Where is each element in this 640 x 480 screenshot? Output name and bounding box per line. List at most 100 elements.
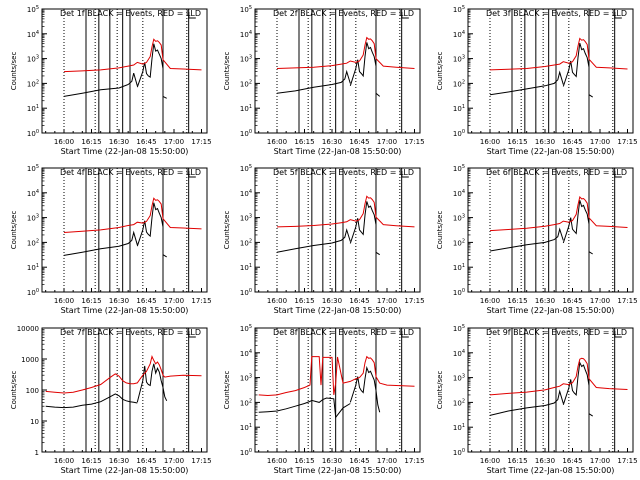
series-line-lld	[276, 195, 415, 228]
y-tick-label: 103	[453, 374, 465, 383]
x-tick-label: 16:00	[54, 297, 74, 305]
y-tick-label: 100	[240, 129, 252, 138]
y-tick-label: 105	[453, 164, 465, 173]
x-tick-label: 16:30	[109, 138, 129, 146]
chart-panel-4: Det 4f BLACK = Events, RED = LLDCounts/s…	[10, 164, 212, 315]
x-tick-label: 16:15	[294, 297, 314, 305]
series-line-lld	[45, 354, 202, 394]
series-line-events	[349, 365, 381, 413]
series-line-events	[258, 397, 351, 419]
series-line-lld	[489, 37, 628, 71]
y-tick-label: 102	[453, 79, 465, 88]
x-tick-label: 16:15	[507, 457, 527, 465]
y-tick-label: 103	[27, 214, 39, 223]
y-tick-label: 10000	[17, 325, 39, 333]
series-line-events	[136, 43, 164, 88]
series-line-events	[375, 92, 381, 97]
y-tick-label: 104	[240, 189, 252, 198]
series-line-events	[45, 393, 138, 409]
series-line-events	[276, 228, 351, 253]
x-tick-label: 16:00	[54, 457, 74, 465]
x-tick-label: 16:30	[535, 138, 555, 146]
y-axis-label: Counts/sec	[436, 371, 444, 410]
x-tick-label: 17:15	[617, 457, 637, 465]
x-tick-label: 16:15	[294, 457, 314, 465]
x-tick-label: 16:45	[562, 297, 582, 305]
y-tick-label: 100	[240, 448, 252, 457]
series-line-events	[136, 202, 164, 247]
x-axis-label: Start Time (22-Jan-08 15:50:00)	[274, 466, 402, 475]
y-tick-label: 105	[240, 164, 252, 173]
chart-panel-8: Det 8f BLACK = Events, RED = LLDCounts/s…	[223, 324, 425, 475]
series-line-events	[489, 389, 564, 416]
y-tick-label: 105	[27, 5, 39, 14]
x-tick-label: 16:15	[81, 457, 101, 465]
x-tick-label: 17:00	[590, 457, 610, 465]
x-tick-label: 16:45	[562, 457, 582, 465]
x-tick-label: 17:15	[191, 297, 211, 305]
x-tick-label: 16:30	[322, 457, 342, 465]
x-tick-label: 16:45	[562, 138, 582, 146]
plot-frame	[467, 327, 634, 453]
x-tick-label: 16:15	[507, 297, 527, 305]
x-tick-label: 16:15	[507, 138, 527, 146]
corner-bracket-mark	[614, 12, 622, 19]
x-tick-label: 16:00	[480, 297, 500, 305]
corner-bracket-mark	[401, 331, 409, 338]
x-tick-label: 16:00	[267, 457, 287, 465]
y-tick-label: 103	[453, 55, 465, 64]
y-tick-label: 102	[27, 79, 39, 88]
y-tick-label: 103	[240, 374, 252, 383]
y-axis-label: Counts/sec	[10, 211, 18, 250]
y-tick-label: 103	[453, 214, 465, 223]
x-tick-label: 16:00	[54, 138, 74, 146]
x-tick-label: 17:15	[404, 138, 424, 146]
y-tick-label: 10	[30, 418, 39, 426]
x-tick-label: 16:15	[81, 138, 101, 146]
x-tick-label: 16:45	[136, 138, 156, 146]
x-tick-label: 17:15	[404, 297, 424, 305]
x-tick-label: 16:30	[109, 457, 129, 465]
x-tick-label: 17:15	[191, 138, 211, 146]
x-tick-label: 16:30	[535, 297, 555, 305]
x-tick-label: 17:00	[377, 457, 397, 465]
y-axis-label: Counts/sec	[436, 211, 444, 250]
chart-panel-9: Det 9f BLACK = Events, RED = LLDCounts/s…	[436, 324, 638, 475]
y-tick-label: 105	[27, 164, 39, 173]
y-tick-label: 1000	[21, 356, 39, 364]
x-tick-label: 17:00	[164, 138, 184, 146]
y-axis-label: Counts/sec	[436, 52, 444, 91]
y-tick-label: 103	[240, 214, 252, 223]
chart-panel-7: Det 7f BLACK = Events, RED = LLDCounts/s…	[10, 325, 212, 475]
x-axis-label: Start Time (22-Jan-08 15:50:00)	[61, 306, 189, 315]
corner-bracket-mark	[614, 331, 622, 338]
x-tick-label: 16:00	[267, 297, 287, 305]
x-axis-label: Start Time (22-Jan-08 15:50:00)	[274, 306, 402, 315]
x-tick-label: 16:15	[294, 138, 314, 146]
x-tick-label: 17:00	[590, 138, 610, 146]
y-axis-label: Counts/sec	[223, 52, 231, 91]
x-tick-label: 17:15	[404, 457, 424, 465]
plot-frame	[254, 327, 421, 453]
chart-panel-6: Det 6f BLACK = Events, RED = LLDCounts/s…	[436, 164, 638, 315]
corner-bracket-mark	[188, 331, 196, 338]
corner-bracket-mark	[188, 12, 196, 19]
y-tick-label: 105	[453, 324, 465, 333]
series-line-events	[562, 361, 590, 405]
series-line-events	[349, 42, 377, 86]
x-tick-label: 17:15	[617, 297, 637, 305]
x-tick-label: 17:00	[377, 297, 397, 305]
x-axis-label: Start Time (22-Jan-08 15:50:00)	[61, 466, 189, 475]
y-tick-label: 105	[453, 5, 465, 14]
x-tick-label: 16:15	[81, 297, 101, 305]
chart-panel-3: Det 3f BLACK = Events, RED = LLDCounts/s…	[436, 5, 638, 156]
corner-bracket-mark	[614, 171, 622, 178]
series-line-events	[349, 201, 377, 244]
corner-bracket-mark	[401, 171, 409, 178]
series-line-events	[162, 254, 167, 258]
y-axis-label: Counts/sec	[223, 211, 231, 250]
series-line-events	[489, 70, 564, 96]
x-tick-label: 17:00	[377, 138, 397, 146]
y-tick-label: 105	[240, 5, 252, 14]
